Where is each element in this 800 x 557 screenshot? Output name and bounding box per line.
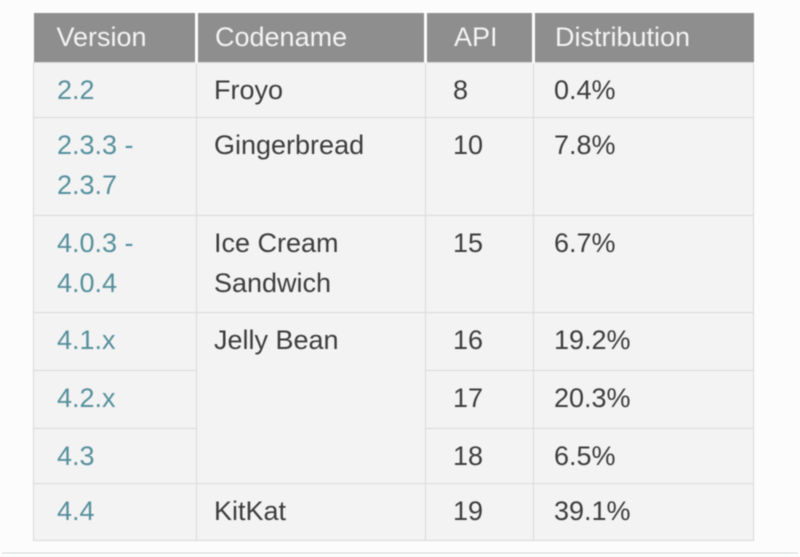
version-link[interactable]: 4.1.x [57, 325, 116, 355]
api-cell: 19 [425, 483, 534, 541]
table-row-kitkat: 4.4 KitKat 19 39.1% [33, 483, 754, 541]
distribution-cell: 7.8% [533, 117, 754, 216]
column-header-api: API [424, 13, 534, 63]
version-link[interactable]: 2.3.3 - 2.3.7 [57, 130, 134, 200]
version-link[interactable]: 4.4 [57, 496, 95, 526]
screenshot-bottom-edge-line [2, 552, 798, 554]
version-link[interactable]: 4.0.3 - 4.0.4 [57, 228, 134, 298]
api-cell: 16 [425, 312, 534, 371]
codename-cell-merged: Jelly Bean [196, 312, 426, 484]
version-link[interactable]: 4.3 [57, 441, 95, 471]
distribution-cell: 6.7% [533, 215, 754, 313]
column-header-distribution: Distribution [532, 13, 754, 63]
version-cell: 2.2 [33, 62, 197, 118]
distribution-cell: 19.2% [533, 312, 754, 371]
api-cell: 10 [425, 117, 534, 216]
version-cell: 4.3 [33, 428, 197, 484]
table-row-jelly-bean-16: 4.1.x Jelly Bean 16 19.2% [33, 312, 754, 484]
version-cell: 2.3.3 - 2.3.7 [33, 117, 197, 216]
column-header-codename: Codename [195, 13, 426, 63]
table-body: 2.2 Froyo 8 0.4% 2.3.3 - 2.3.7 Gingerbre… [33, 62, 754, 541]
version-cell: 4.2.x [33, 370, 197, 429]
codename-cell: Froyo [196, 62, 426, 118]
table-row-gingerbread: 2.3.3 - 2.3.7 Gingerbread 10 7.8% [33, 117, 754, 216]
distribution-cell: 0.4% [533, 62, 754, 118]
api-cell: 18 [425, 428, 534, 484]
table-row-ice-cream-sandwich: 4.0.3 - 4.0.4 Ice Cream Sandwich 15 6.7% [33, 215, 754, 313]
codename-cell: KitKat [196, 483, 426, 541]
android-version-distribution-table: Version Codename API Distribution 2.2 Fr… [33, 13, 754, 541]
version-cell: 4.4 [33, 483, 197, 541]
header-row: Version Codename API Distribution [33, 13, 754, 63]
distribution-cell: 39.1% [533, 483, 754, 541]
version-cell: 4.0.3 - 4.0.4 [33, 215, 197, 313]
table-row-jelly-bean-17: 4.2.x 17 20.3% [33, 370, 754, 429]
column-header-version: Version [33, 13, 197, 63]
table-header: Version Codename API Distribution [33, 13, 754, 63]
codename-cell: Gingerbread [196, 117, 426, 216]
api-cell: 17 [425, 370, 534, 429]
distribution-cell: 20.3% [533, 370, 754, 429]
version-link[interactable]: 2.2 [57, 75, 95, 105]
version-link[interactable]: 4.2.x [57, 383, 116, 413]
table-row-froyo: 2.2 Froyo 8 0.4% [33, 62, 754, 118]
api-cell: 8 [425, 62, 534, 118]
api-cell: 15 [425, 215, 534, 313]
table-row-jelly-bean-18: 4.3 18 6.5% [33, 428, 754, 484]
codename-cell: Ice Cream Sandwich [196, 215, 426, 313]
version-cell: 4.1.x [33, 312, 197, 371]
distribution-cell: 6.5% [533, 428, 754, 484]
